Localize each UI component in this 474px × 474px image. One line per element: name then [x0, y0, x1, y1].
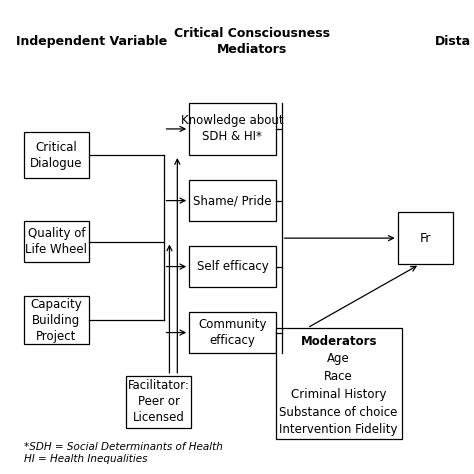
- Text: Quality of
Life Wheel: Quality of Life Wheel: [25, 227, 87, 256]
- Text: Substance of choice: Substance of choice: [280, 406, 398, 419]
- Text: Critical Consciousness
Mediators: Critical Consciousness Mediators: [174, 27, 330, 56]
- FancyBboxPatch shape: [398, 212, 453, 264]
- Text: Independent Variable: Independent Variable: [16, 35, 167, 48]
- Text: Shame/ Pride: Shame/ Pride: [193, 194, 272, 207]
- Text: Dista: Dista: [435, 35, 471, 48]
- FancyBboxPatch shape: [189, 312, 276, 353]
- Text: Critical
Dialogue: Critical Dialogue: [30, 141, 82, 170]
- FancyBboxPatch shape: [126, 376, 191, 428]
- Text: Age: Age: [327, 353, 350, 365]
- FancyBboxPatch shape: [24, 296, 89, 344]
- Text: Moderators: Moderators: [301, 335, 377, 348]
- Text: Fr: Fr: [419, 232, 431, 245]
- FancyBboxPatch shape: [189, 246, 276, 287]
- Text: Criminal History: Criminal History: [291, 388, 386, 401]
- FancyBboxPatch shape: [276, 328, 401, 439]
- Text: *SDH = Social Determinants of Health
HI = Health Inequalities: *SDH = Social Determinants of Health HI …: [24, 442, 223, 464]
- Text: Community
efficacy: Community efficacy: [198, 318, 267, 347]
- FancyBboxPatch shape: [24, 221, 89, 262]
- Text: Race: Race: [324, 370, 353, 383]
- Text: Facilitator:
Peer or
Licensed: Facilitator: Peer or Licensed: [128, 380, 190, 424]
- Text: Intervention Fidelity: Intervention Fidelity: [279, 423, 398, 436]
- Text: Knowledge about
SDH & HI*: Knowledge about SDH & HI*: [181, 114, 284, 144]
- FancyBboxPatch shape: [189, 103, 276, 155]
- FancyBboxPatch shape: [189, 180, 276, 221]
- Text: Self efficacy: Self efficacy: [197, 260, 268, 273]
- FancyBboxPatch shape: [24, 132, 89, 178]
- Text: Capacity
Building
Project: Capacity Building Project: [30, 298, 82, 343]
